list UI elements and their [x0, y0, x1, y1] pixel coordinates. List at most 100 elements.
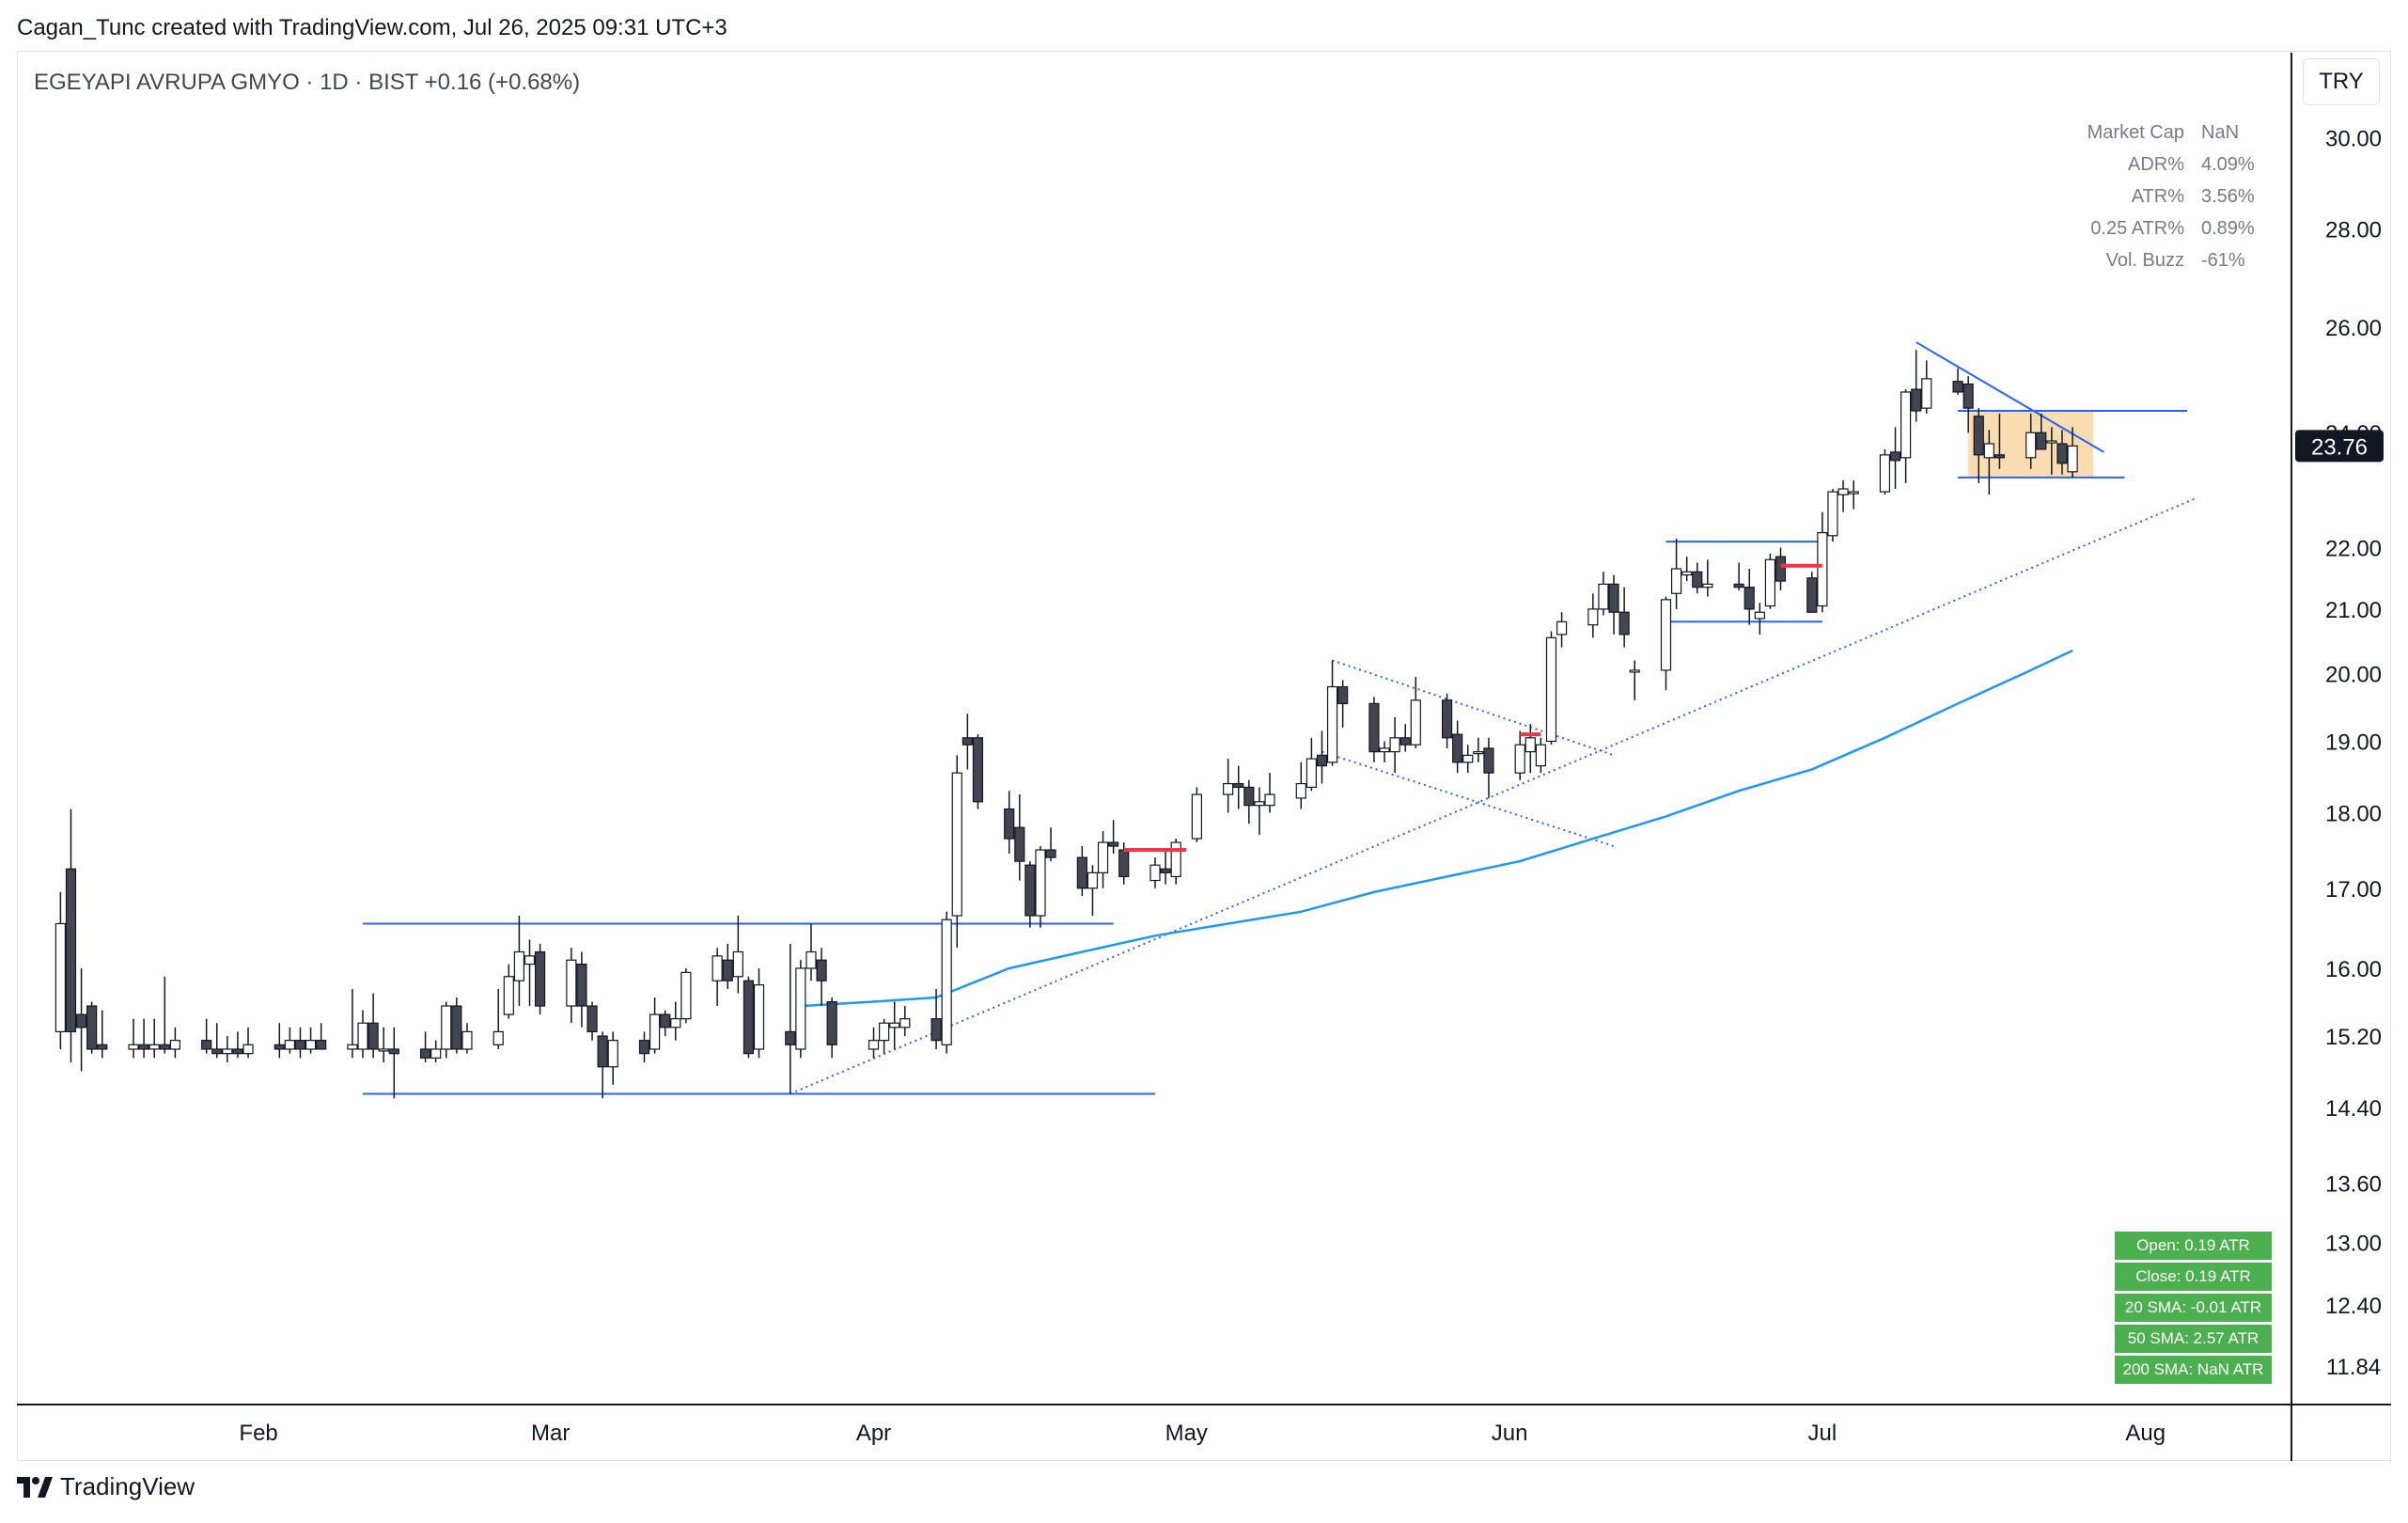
candle-body: [1618, 611, 1630, 636]
candle-body: [1911, 388, 1922, 412]
red-marks-group: [1123, 563, 1822, 853]
candle-body: [826, 1000, 837, 1045]
candle: [1483, 737, 1494, 798]
candle: [1473, 737, 1484, 762]
stat-value: 0.89%: [2201, 218, 2255, 239]
candle: [284, 1027, 295, 1054]
candle-body: [1556, 620, 1568, 636]
candle-body: [566, 959, 577, 1007]
candle-body: [2067, 445, 2078, 473]
candle-body: [1076, 856, 1087, 889]
candle-body: [128, 1044, 139, 1050]
candle: [1556, 612, 1568, 648]
price-tick-label: 22.00: [2325, 536, 2382, 561]
tradingview-logo[interactable]: TradingView: [17, 1472, 195, 1501]
candle: [1764, 553, 1776, 609]
candle: [1670, 538, 1682, 609]
candle: [1702, 559, 1713, 597]
price-tick-label: 13.00: [2325, 1232, 2382, 1257]
candle: [951, 755, 962, 949]
candle-body: [1410, 699, 1421, 746]
tradingview-logo-icon: [17, 1476, 53, 1498]
price-tick-label: 21.00: [2325, 598, 2382, 623]
candle: [524, 939, 536, 1007]
candle: [294, 1027, 306, 1059]
stat-row: ATR% 3.56%: [2068, 181, 2269, 212]
candle-body: [1368, 702, 1380, 753]
candle-body: [159, 1044, 170, 1050]
chart-credit: Cagan_Tunc created with TradingView.com,…: [17, 15, 727, 40]
candle-body: [222, 1048, 233, 1055]
stat-row: Vol. Buzz -61%: [2068, 244, 2269, 276]
candle-body: [65, 868, 77, 1033]
candle-body: [1108, 841, 1119, 847]
dotted-trend-line: [790, 496, 2198, 1095]
candle: [566, 948, 577, 1024]
candle-body: [1316, 754, 1328, 767]
candle-body: [1702, 583, 1713, 589]
candle: [1952, 368, 1963, 395]
candle: [1108, 820, 1119, 855]
candle-body: [1598, 583, 1609, 610]
candle: [1452, 720, 1463, 774]
candle: [1170, 839, 1181, 885]
candle-body: [680, 971, 692, 1020]
candle-body: [1545, 636, 1557, 743]
candle-body: [86, 1005, 98, 1050]
candle-body: [305, 1040, 317, 1050]
candle-body: [503, 976, 514, 1015]
candle-body: [1514, 744, 1525, 774]
candle-body: [972, 737, 984, 803]
time-tick-label: Aug: [2125, 1421, 2166, 1446]
candle-body: [441, 1005, 452, 1050]
candle: [316, 1023, 327, 1050]
candle-body: [1962, 383, 1974, 409]
candle: [305, 1027, 317, 1054]
candle-body: [1764, 558, 1776, 607]
candle: [1254, 787, 1265, 836]
candle: [1848, 479, 1859, 510]
candle: [65, 809, 77, 1063]
candle-body: [1629, 669, 1640, 673]
price-tick-label: 11.84: [2326, 1355, 2381, 1380]
candle-body: [1921, 378, 1932, 409]
candle-body: [795, 967, 806, 1050]
candle: [367, 993, 379, 1059]
candle-body: [1983, 443, 1994, 459]
symbol-legend[interactable]: EGEYAPI AVRUPA GMYO · 1D · BIST +0.16 (+…: [34, 70, 581, 95]
candle: [75, 967, 87, 1072]
candle: [232, 1031, 243, 1059]
candle-body: [1004, 808, 1015, 840]
candle: [1160, 850, 1171, 885]
candle-body: [284, 1040, 295, 1050]
candle-body: [524, 955, 536, 966]
candle-body: [1087, 871, 1099, 889]
axes-group: 11.84 12.40 13.00 13.60 14.40 15.20 16.00 17.00…: [17, 53, 2391, 1461]
stat-label: 0.25 ATR%: [2090, 218, 2184, 239]
candle: [1223, 759, 1234, 813]
candle-body: [1379, 747, 1390, 753]
candle: [242, 1027, 254, 1059]
candle-body: [419, 1048, 431, 1059]
candle: [1733, 562, 1744, 590]
candle: [1837, 479, 1849, 512]
candle-body: [169, 1040, 180, 1050]
candle-body: [1879, 454, 1891, 493]
candle: [461, 1023, 473, 1054]
candle-body: [1149, 864, 1161, 882]
candle-body: [201, 1040, 212, 1050]
candle: [1660, 596, 1672, 691]
candle: [2046, 427, 2057, 475]
candle-body: [1337, 685, 1349, 704]
candle: [1264, 773, 1275, 813]
candle-body: [1306, 758, 1317, 789]
candle: [1535, 737, 1546, 774]
currency-button[interactable]: TRY: [2303, 58, 2380, 105]
candle-body: [1326, 685, 1338, 763]
candle: [868, 1027, 880, 1059]
candle: [753, 967, 765, 1059]
candle: [743, 976, 755, 1059]
candle-body: [732, 950, 743, 978]
chart-frame: [17, 51, 2391, 1461]
